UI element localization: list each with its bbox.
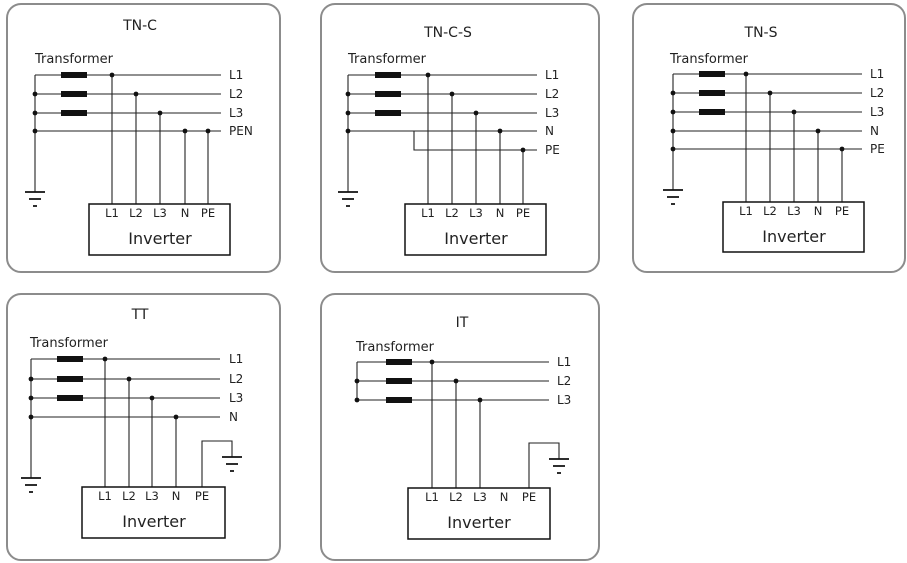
terminal-label: L1 — [98, 489, 112, 503]
line-label: L1 — [557, 355, 571, 369]
terminal-label: L3 — [469, 206, 483, 220]
transformer-coils — [57, 356, 83, 401]
line-label: L3 — [557, 393, 571, 407]
terminal-label: PE — [516, 206, 530, 220]
ground-icon — [25, 191, 45, 207]
transformer-coils — [386, 359, 412, 403]
wiring — [347, 74, 537, 204]
line-label: L2 — [870, 86, 884, 100]
ground-icon — [338, 191, 358, 207]
junction-dots — [28, 356, 179, 420]
inverter-label: Inverter — [444, 229, 508, 248]
line-label: L1 — [545, 68, 559, 82]
transformer-label: Transformer — [355, 340, 435, 355]
line-label: L3 — [229, 106, 243, 120]
terminal-label: N — [814, 204, 823, 218]
line-label: N — [229, 410, 238, 424]
panel-tt: TT Transformer L1 L2 L3 N L1 — [6, 293, 281, 561]
line-label: L1 — [229, 68, 243, 82]
terminal-label: L2 — [129, 206, 143, 220]
line-label: PE — [545, 143, 560, 157]
transformer-coils — [61, 72, 87, 116]
ground-icon — [663, 189, 683, 205]
panel-tn-c-s: TN-C-S Transformer L1 L2 L3 N PE L1 — [320, 3, 600, 273]
terminal-label: N — [500, 490, 509, 504]
junction-dots — [670, 71, 845, 152]
line-label: L1 — [870, 67, 884, 81]
transformer-coils — [699, 71, 725, 115]
terminal-label: L1 — [105, 206, 119, 220]
junction-dots — [345, 72, 526, 153]
line-label: L2 — [229, 87, 243, 101]
junction-dots — [32, 72, 211, 134]
terminal-label: L2 — [445, 206, 459, 220]
line-label: L2 — [557, 374, 571, 388]
terminal-label: PE — [835, 204, 849, 218]
inverter-box: L1 L2 L3 N PE Inverter — [81, 486, 226, 539]
inverter-label: Inverter — [447, 513, 511, 532]
line-label: PEN — [229, 124, 253, 138]
transformer-label: Transformer — [29, 336, 109, 351]
panel-title: TN-C-S — [423, 25, 472, 41]
inverter-box: L1 L2 L3 N PE Inverter — [404, 203, 547, 256]
line-label: L3 — [870, 105, 884, 119]
terminal-label: L1 — [739, 204, 753, 218]
inverter-box: L1 L2 L3 N PE Inverter — [722, 201, 865, 253]
terminal-label: PE — [195, 489, 209, 503]
inverter-box: L1 L2 L3 N PE Inverter — [88, 203, 231, 256]
inverter-box: L1 L2 L3 N PE Inverter — [407, 487, 551, 540]
terminal-label: L3 — [473, 490, 487, 504]
ground-icon — [21, 477, 41, 493]
panel-tn-c: TN-C Transformer L1 L2 L3 PEN L1 L2 L3 — [6, 3, 281, 273]
panel-title: TN-S — [744, 25, 778, 41]
line-label: L3 — [229, 391, 243, 405]
panel-it: IT Transformer L1 L2 L3 L1 L2 L3 N — [320, 293, 600, 561]
inverter-label: Inverter — [122, 512, 186, 531]
terminal-label: L1 — [421, 206, 435, 220]
line-label: N — [545, 124, 554, 138]
terminal-label: L2 — [763, 204, 777, 218]
terminal-label: L3 — [145, 489, 159, 503]
line-label: L2 — [545, 87, 559, 101]
terminal-label: L2 — [122, 489, 136, 503]
terminal-label: L3 — [787, 204, 801, 218]
terminal-label: PE — [522, 490, 536, 504]
panel-tn-s: TN-S Transformer L1 L2 L3 N PE L1 L2 — [632, 3, 906, 273]
inverter-label: Inverter — [762, 227, 826, 246]
panel-title: TN-C — [122, 18, 157, 34]
ground-icon — [549, 458, 569, 474]
terminal-label: L2 — [449, 490, 463, 504]
transformer-label: Transformer — [34, 52, 114, 67]
transformer-label: Transformer — [347, 52, 427, 67]
transformer-label: Transformer — [669, 52, 749, 67]
terminal-label: PE — [201, 206, 215, 220]
line-label: N — [870, 124, 879, 138]
panel-title: IT — [456, 315, 469, 331]
terminal-label: N — [181, 206, 190, 220]
terminal-label: N — [496, 206, 505, 220]
terminal-label: L1 — [425, 490, 439, 504]
line-label: PE — [870, 142, 885, 156]
line-label: L2 — [229, 372, 243, 386]
line-label: L3 — [545, 106, 559, 120]
panel-title: TT — [131, 307, 149, 323]
terminal-label: L3 — [153, 206, 167, 220]
line-label: L1 — [229, 352, 243, 366]
transformer-coils — [375, 72, 401, 116]
junction-dots — [354, 359, 483, 403]
terminal-label: N — [172, 489, 181, 503]
ground-icon — [222, 456, 242, 472]
inverter-label: Inverter — [128, 229, 192, 248]
